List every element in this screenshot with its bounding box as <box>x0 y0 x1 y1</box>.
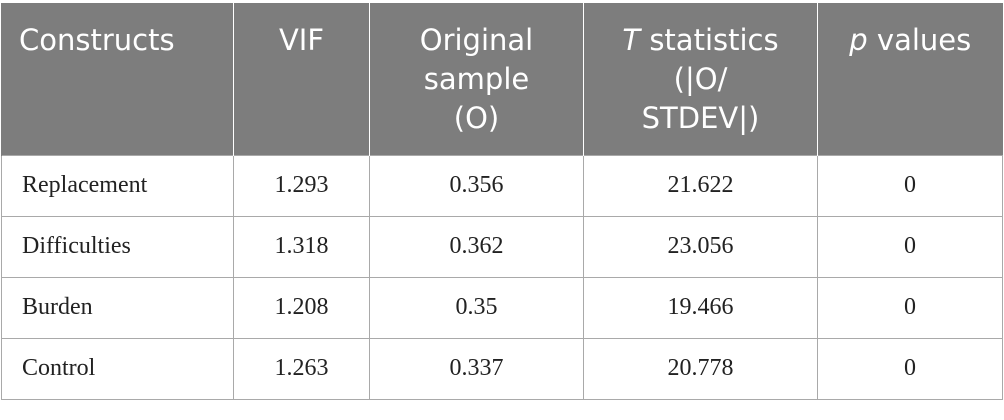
table-row: Control 1.263 0.337 20.778 0 <box>1 337 1003 400</box>
cell-p-value: 0 <box>817 215 1003 278</box>
cell-vif: 1.263 <box>233 337 370 400</box>
table-body: Replacement 1.293 0.356 21.622 0 Difficu… <box>1 154 1003 400</box>
cell-construct: Control <box>1 337 234 400</box>
cell-vif: 1.208 <box>233 276 370 339</box>
header-original-sample-line-1: Original <box>419 23 534 57</box>
cell-vif: 1.293 <box>233 154 370 217</box>
cell-construct: Burden <box>1 276 234 339</box>
header-p-values-prefix: p <box>849 23 868 57</box>
cell-p-value: 0 <box>817 276 1003 339</box>
header-constructs-label: Constructs <box>19 23 175 57</box>
header-p-values-label: values <box>876 23 972 57</box>
cell-construct: Difficulties <box>1 215 234 278</box>
table-row: Burden 1.208 0.35 19.466 0 <box>1 276 1003 339</box>
header-original-sample-line-3: (O) <box>453 101 500 135</box>
header-vif-label: VIF <box>278 23 325 57</box>
header-t-statistics-line-2: (|O/ <box>673 62 728 96</box>
table-row: Replacement 1.293 0.356 21.622 0 <box>1 154 1003 217</box>
header-original-sample: Original sample (O) <box>369 3 584 155</box>
cell-original-sample: 0.356 <box>369 154 584 217</box>
table-row: Difficulties 1.318 0.362 23.056 0 <box>1 215 1003 278</box>
cell-original-sample: 0.362 <box>369 215 584 278</box>
cell-p-value: 0 <box>817 154 1003 217</box>
header-row: Constructs VIF Original sample (O) T sta… <box>1 3 1003 155</box>
header-p-values: p values <box>817 3 1003 155</box>
header-t-statistics-prefix: T <box>622 23 641 57</box>
header-t-statistics: T statistics (|O/ STDEV|) <box>583 3 818 155</box>
table-header: Constructs VIF Original sample (O) T sta… <box>1 3 1003 155</box>
header-vif: VIF <box>233 3 370 155</box>
cell-original-sample: 0.337 <box>369 337 584 400</box>
cell-t-statistic: 21.622 <box>583 154 818 217</box>
cell-p-value: 0 <box>817 337 1003 400</box>
cell-vif: 1.318 <box>233 215 370 278</box>
cell-original-sample: 0.35 <box>369 276 584 339</box>
cell-construct: Replacement <box>1 154 234 217</box>
cell-t-statistic: 23.056 <box>583 215 818 278</box>
data-table: Constructs VIF Original sample (O) T sta… <box>1 3 1003 400</box>
header-t-statistics-line-3: STDEV|) <box>641 101 760 135</box>
header-t-statistics-line-1: statistics <box>649 23 779 57</box>
cell-t-statistic: 20.778 <box>583 337 818 400</box>
header-original-sample-line-2: sample <box>423 62 530 96</box>
header-constructs: Constructs <box>1 3 234 155</box>
cell-t-statistic: 19.466 <box>583 276 818 339</box>
